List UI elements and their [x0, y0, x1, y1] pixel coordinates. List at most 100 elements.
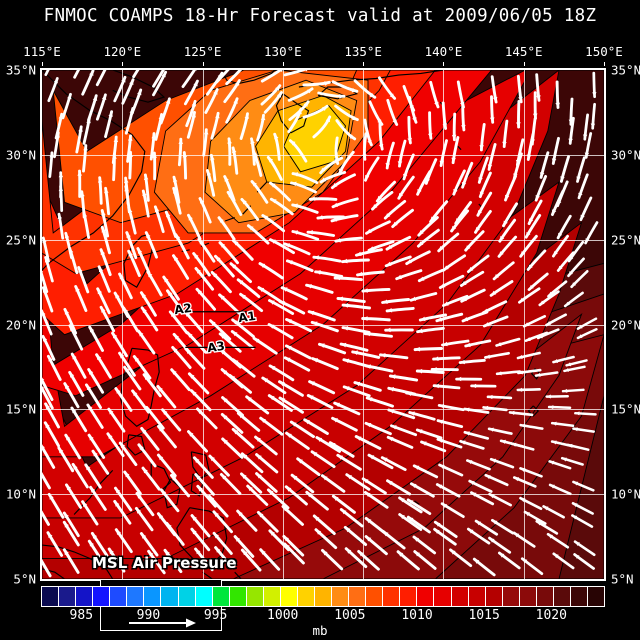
wind-arrowhead — [290, 140, 296, 146]
wind-streamline — [42, 385, 54, 410]
wind-arrowhead — [193, 253, 199, 259]
wind-arrowhead — [82, 501, 88, 507]
colorbar-cell-26[interactable] — [485, 587, 503, 606]
wind-arrowhead — [309, 310, 315, 316]
colorbar-cell-19[interactable] — [366, 587, 384, 606]
wind-arrowhead — [409, 411, 415, 416]
wind-arrowhead — [568, 271, 573, 276]
wind-arrowhead — [256, 454, 262, 460]
colorbar-cell-15[interactable] — [297, 587, 315, 606]
wind-arrowhead — [356, 251, 362, 256]
wind-arrowhead — [549, 460, 555, 465]
wind-arrowhead — [101, 307, 106, 313]
wind-arrowhead — [115, 293, 120, 299]
wind-arrowhead — [408, 499, 414, 505]
wind-arrowhead — [197, 486, 203, 492]
wind-arrowhead — [115, 388, 121, 394]
wind-arrowhead — [161, 489, 167, 496]
colorbar-cell-10[interactable] — [212, 587, 230, 606]
colorbar-cell-28[interactable] — [519, 587, 537, 606]
wind-arrowhead — [450, 549, 456, 555]
colorbar-cell-5[interactable] — [127, 587, 145, 606]
wind-arrowhead — [546, 321, 552, 326]
wind-arrowhead — [560, 176, 565, 182]
colorbar-cell-8[interactable] — [178, 587, 196, 606]
wind-arrowhead — [58, 448, 64, 454]
gridline-lat-15 — [42, 409, 604, 411]
wind-arrowhead — [90, 487, 96, 493]
wind-arrowhead — [434, 529, 440, 534]
wind-arrowhead — [362, 288, 368, 293]
page-title: FNMOC COAMPS 18-Hr Forecast valid at 200… — [43, 6, 597, 26]
colorbar-cell-22[interactable] — [417, 587, 435, 606]
lat-tick-label-right-25: 25°N — [611, 232, 640, 248]
colorbar-cell-23[interactable] — [434, 587, 452, 606]
colorbar-cell-7[interactable] — [161, 587, 179, 606]
wind-arrowhead — [269, 395, 275, 401]
colorbar[interactable] — [41, 586, 605, 607]
wind-arrowhead — [268, 489, 274, 495]
wind-arrowhead — [250, 138, 255, 144]
wind-arrowhead — [420, 316, 426, 322]
wind-arrowhead — [451, 157, 456, 163]
colorbar-cell-18[interactable] — [349, 587, 367, 606]
wind-arrowhead — [573, 481, 579, 486]
wind-arrowhead — [303, 101, 309, 107]
colorbar-cell-12[interactable] — [246, 587, 264, 606]
wind-arrowhead — [188, 215, 193, 221]
colorbar-cell-16[interactable] — [315, 587, 333, 606]
wind-arrowhead — [104, 188, 109, 194]
colorbar-cell-14[interactable] — [280, 587, 298, 606]
colorbar-cell-27[interactable] — [502, 587, 520, 606]
wind-arrowhead — [388, 437, 394, 442]
wind-arrowhead — [436, 317, 443, 322]
colorbar-cell-1[interactable] — [59, 587, 77, 606]
wind-arrowhead — [322, 550, 328, 556]
wind-arrowhead — [351, 88, 357, 93]
colorbar-cell-0[interactable] — [42, 587, 60, 606]
colorbar-cell-4[interactable] — [110, 587, 128, 606]
wind-arrowhead — [93, 451, 98, 457]
wind-arrowhead — [387, 244, 393, 250]
wind-arrowhead — [343, 358, 350, 364]
wind-arrowhead — [158, 426, 164, 432]
wind-arrowhead — [222, 397, 228, 403]
wind-streamlines — [42, 70, 599, 578]
colorbar-cell-2[interactable] — [76, 587, 94, 606]
colorbar-cell-3[interactable] — [93, 587, 111, 606]
wind-arrowhead — [109, 549, 114, 555]
wind-arrowhead — [96, 354, 102, 360]
colorbar-cell-25[interactable] — [468, 587, 486, 606]
wind-arrowhead — [242, 453, 248, 459]
wind-arrowhead — [232, 147, 237, 154]
colorbar-cell-20[interactable] — [383, 587, 401, 606]
colorbar-cell-30[interactable] — [553, 587, 571, 606]
colorbar-cell-21[interactable] — [400, 587, 418, 606]
right-arrow-icon — [129, 618, 196, 628]
colorbar-cell-32[interactable] — [588, 587, 605, 606]
colorbar-cell-31[interactable] — [570, 587, 588, 606]
wind-arrowhead — [571, 282, 577, 287]
lat-tick-label-left-25: 25°N — [5, 232, 36, 248]
wind-arrowhead — [221, 474, 227, 480]
wind-arrowhead — [363, 478, 369, 484]
colorbar-cell-9[interactable] — [195, 587, 213, 606]
colorbar-cell-6[interactable] — [144, 587, 162, 606]
wind-arrowhead — [411, 483, 417, 488]
colorbar-tick-1005: 1005 — [334, 608, 366, 623]
colorbar-cell-24[interactable] — [451, 587, 469, 606]
wind-arrowhead — [178, 139, 184, 144]
wind-arrowhead — [112, 333, 118, 339]
wind-arrowhead — [313, 255, 319, 260]
colorbar-cell-13[interactable] — [263, 587, 281, 606]
annotation-connectors — [182, 311, 256, 349]
colorbar-cell-11[interactable] — [229, 587, 247, 606]
wind-arrowhead — [158, 114, 164, 120]
wind-arrowhead — [124, 186, 129, 192]
colorbar-cell-29[interactable] — [536, 587, 554, 606]
wind-arrowhead — [414, 465, 420, 470]
colorbar-cell-17[interactable] — [332, 587, 350, 606]
wind-arrowhead — [553, 251, 558, 257]
lat-tick-label-right-30: 30°N — [611, 147, 640, 163]
